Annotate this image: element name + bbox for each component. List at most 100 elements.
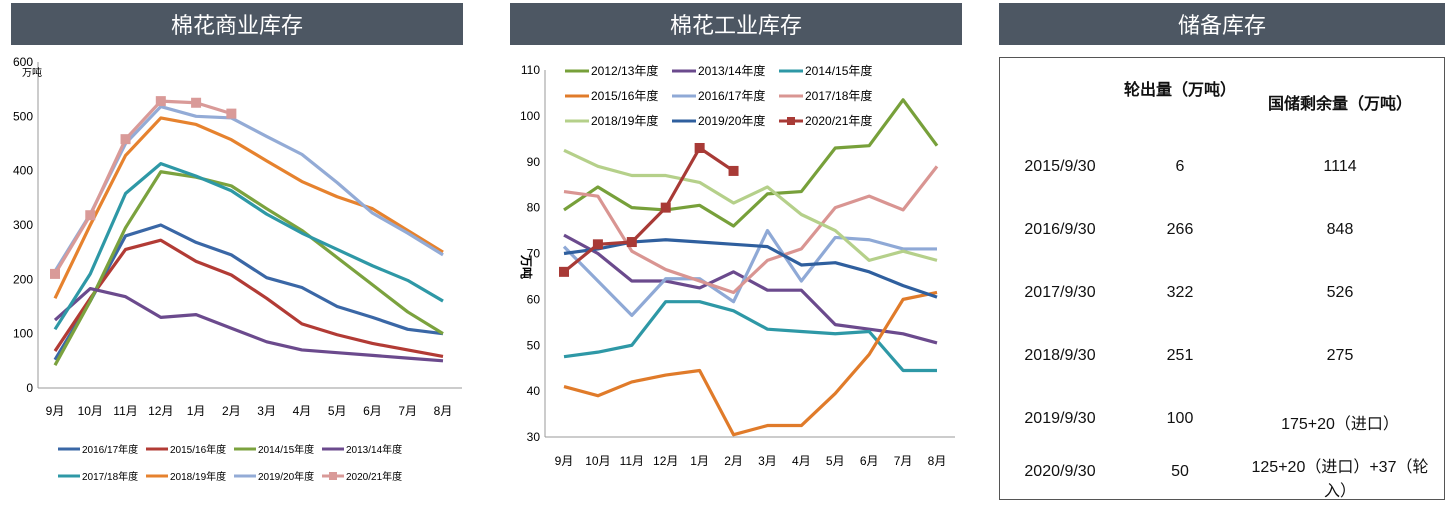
right-panel-title: 储备库存 xyxy=(999,3,1445,45)
x-tick-label: 4月 xyxy=(792,454,811,468)
mid-panel-title: 棉花工业库存 xyxy=(510,3,962,45)
header-outflow: 轮出量（万吨） xyxy=(1123,82,1236,99)
y-tick-label: 100 xyxy=(13,327,33,341)
data-point xyxy=(155,96,166,107)
x-tick-label: 12月 xyxy=(148,404,173,418)
x-tick-label: 6月 xyxy=(860,454,879,468)
table-outflow: 266 xyxy=(1166,221,1194,238)
x-tick-label: 9月 xyxy=(555,454,574,468)
data-point xyxy=(660,202,671,213)
x-tick-label: 8月 xyxy=(434,404,453,418)
series-line xyxy=(563,290,938,437)
table-remaining: 175+20（进口） xyxy=(1281,416,1399,433)
y-tick-label: 80 xyxy=(527,201,541,215)
x-tick-label: 1月 xyxy=(187,404,206,418)
legend-label: 2020/21年度 xyxy=(346,470,402,483)
series-line xyxy=(53,104,444,273)
x-tick-label: 8月 xyxy=(928,454,947,468)
legend-label: 2012/13年度 xyxy=(591,63,658,78)
x-tick-label: 11月 xyxy=(620,454,644,468)
y-tick-label: 30 xyxy=(527,430,541,444)
legend-label: 2017/18年度 xyxy=(805,88,872,103)
x-tick-label: 9月 xyxy=(46,404,65,418)
x-tick-label: 12月 xyxy=(653,454,678,468)
legend-label: 2018/19年度 xyxy=(591,113,658,128)
left-panel-title: 棉花商业库存 xyxy=(11,3,463,45)
y-tick-label: 500 xyxy=(13,109,33,123)
legend-label: 2017/18年度 xyxy=(82,470,138,483)
x-tick-label: 11月 xyxy=(113,404,137,418)
table-date: 2017/9/30 xyxy=(1024,284,1096,301)
series-line xyxy=(53,99,232,275)
data-point xyxy=(85,210,96,221)
y-tick-label: 60 xyxy=(527,292,541,306)
legend-label: 2013/14年度 xyxy=(698,63,765,78)
series-line xyxy=(53,116,444,300)
series-line xyxy=(53,170,444,366)
data-point xyxy=(191,97,202,108)
y-tick-label: 600 xyxy=(13,55,33,69)
table-remaining: 275 xyxy=(1326,347,1354,364)
table-remaining: 1114 xyxy=(1323,158,1357,175)
y-axis-unit: 万吨 xyxy=(22,66,42,79)
data-point xyxy=(559,266,569,277)
x-tick-label: 5月 xyxy=(826,454,845,468)
y-tick-label: 400 xyxy=(13,164,33,178)
series-line xyxy=(562,146,735,274)
legend-label: 2013/14年度 xyxy=(346,443,402,456)
x-tick-label: 7月 xyxy=(894,454,913,468)
table-outflow: 6 xyxy=(1175,158,1185,175)
series-line xyxy=(563,300,937,373)
legend-label: 2015/16年度 xyxy=(170,443,226,456)
legend-label: 2015/16年度 xyxy=(591,88,658,103)
x-tick-label: 5月 xyxy=(328,404,347,418)
y-axis-unit: 万吨 xyxy=(519,254,534,279)
header-remaining: 国储剩余量（万吨） xyxy=(1267,96,1412,113)
table-outflow: 322 xyxy=(1166,284,1194,301)
y-tick-label: 0 xyxy=(26,381,33,395)
data-point xyxy=(50,268,60,279)
legend-label: 2019/20年度 xyxy=(698,113,765,128)
data-point xyxy=(728,165,739,176)
legend-label: 2016/17年度 xyxy=(82,443,138,456)
series-line xyxy=(563,98,939,228)
x-tick-label: 3月 xyxy=(257,404,276,418)
y-tick-label: 100 xyxy=(520,109,540,123)
data-point xyxy=(120,134,131,145)
table-date: 2020/9/30 xyxy=(1024,463,1096,480)
x-tick-label: 2月 xyxy=(724,454,743,468)
legend-label: 2019/20年度 xyxy=(258,470,314,483)
series-line xyxy=(53,223,444,361)
y-tick-label: 90 xyxy=(527,155,541,169)
legend-label: 2020/21年度 xyxy=(805,113,872,128)
x-tick-label: 3月 xyxy=(758,454,777,468)
table-outflow: 50 xyxy=(1171,463,1189,480)
series-line xyxy=(563,165,939,295)
y-tick-label: 40 xyxy=(527,384,541,398)
x-tick-label: 6月 xyxy=(363,404,382,418)
series-line xyxy=(563,233,938,345)
y-tick-label: 200 xyxy=(13,272,33,286)
series-line xyxy=(563,148,938,262)
legend-label: 2014/15年度 xyxy=(258,443,314,456)
data-point xyxy=(694,142,705,153)
charts: 0 100 200 300 400 500 600 9月 10月 11月 12月 1月 2月 3月 4月 5月… xyxy=(13,55,955,483)
table-date: 2015/9/30 xyxy=(1024,158,1096,175)
data-point xyxy=(592,239,603,250)
table-date: 2019/9/30 xyxy=(1024,410,1096,427)
legend-label: 2018/19年度 xyxy=(170,470,226,483)
x-tick-label: 1月 xyxy=(690,454,709,468)
table-date: 2018/9/30 xyxy=(1024,347,1096,364)
series-line xyxy=(53,162,444,331)
y-tick-label: 50 xyxy=(527,338,541,352)
table-remaining: 125+20（进口）+37（轮入） xyxy=(1251,459,1429,500)
table-remaining: 848 xyxy=(1326,221,1354,238)
legend-label: 2016/17年度 xyxy=(698,88,765,103)
series-line xyxy=(53,286,444,363)
x-tick-label: 2月 xyxy=(222,404,241,418)
table-remaining: 526 xyxy=(1326,284,1354,301)
table-outflow: 100 xyxy=(1166,410,1194,427)
y-tick-label: 110 xyxy=(521,63,540,77)
y-tick-label: 300 xyxy=(13,218,33,232)
data-point xyxy=(626,237,637,248)
